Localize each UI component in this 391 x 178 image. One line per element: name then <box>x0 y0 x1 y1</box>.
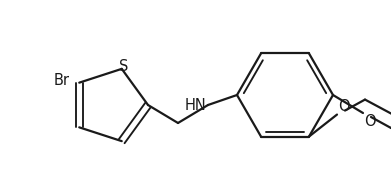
Text: O: O <box>338 99 350 114</box>
Text: HN: HN <box>184 98 206 112</box>
Text: O: O <box>364 114 376 129</box>
Text: S: S <box>119 59 128 74</box>
Text: Br: Br <box>53 73 69 88</box>
